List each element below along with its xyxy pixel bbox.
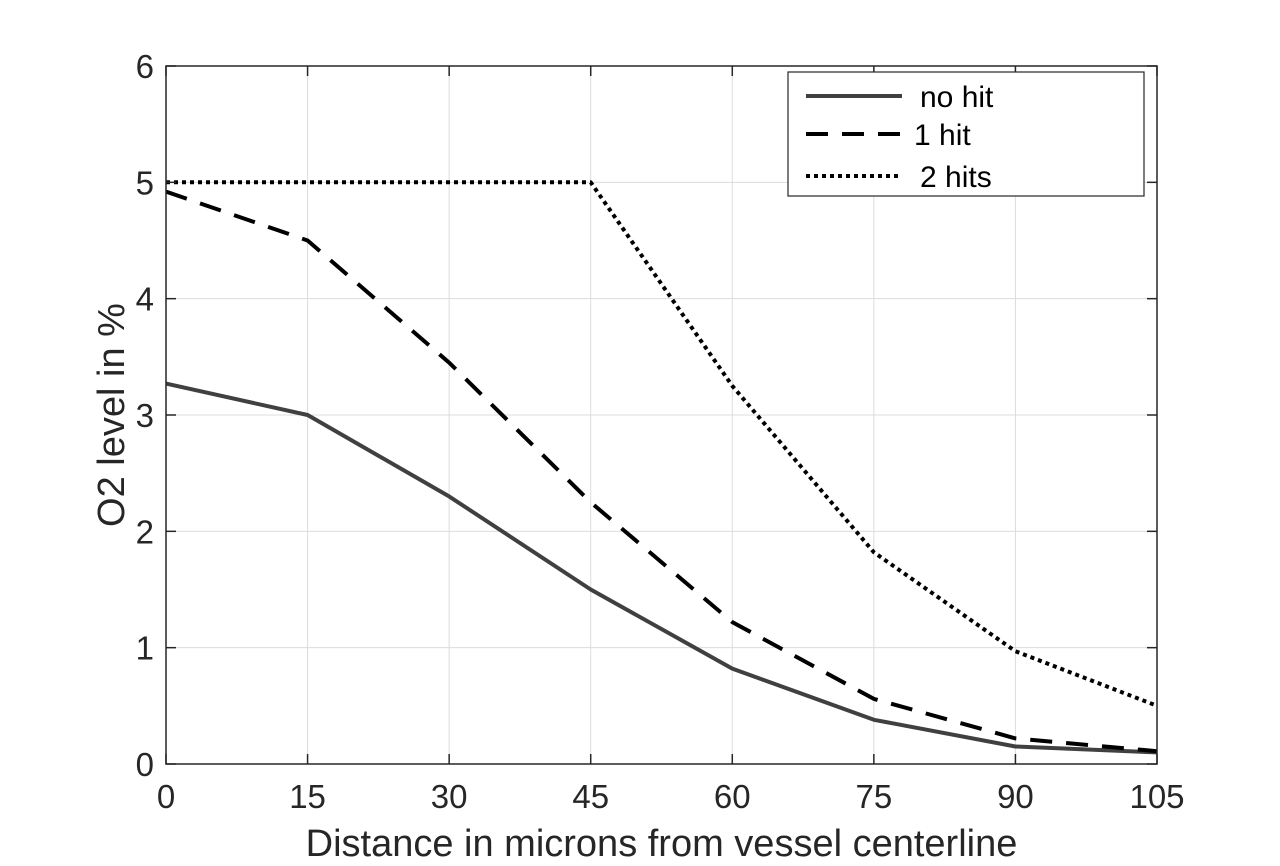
x-tick-label: 60 (714, 778, 751, 815)
series-line-2-hits (166, 180, 1158, 708)
y-tick-labels: 0 1 2 3 4 5 6 (136, 48, 154, 783)
y-tick-label: 6 (136, 48, 154, 85)
y-axis-label: O2 level in % (91, 303, 133, 527)
x-tick-label: 90 (997, 778, 1034, 815)
y-tick-label: 0 (136, 746, 154, 783)
x-axis-label: Distance in microns from vessel centerli… (306, 823, 1018, 865)
x-tick-label: 105 (1129, 778, 1184, 815)
series-line-no-hit (165, 381, 1158, 755)
y-tick-label: 2 (136, 513, 154, 550)
series-lines (165, 180, 1158, 755)
legend-label-no-hit: no hit (920, 81, 994, 114)
y-tick-label: 4 (136, 281, 154, 318)
x-tick-label: 15 (289, 778, 326, 815)
y-tick-label: 1 (136, 630, 154, 667)
x-tick-label: 0 (157, 778, 175, 815)
series-line-1-hit (165, 189, 1158, 754)
x-tick-labels: 0 15 30 45 60 75 90 105 (157, 778, 1185, 815)
legend: no hit 1 hit 2 hits (787, 71, 1145, 197)
legend-label-1-hit: 1 hit (914, 119, 971, 152)
y-tick-label: 3 (136, 397, 154, 434)
legend-label-2-hits: 2 hits (920, 161, 992, 194)
x-tick-label: 45 (572, 778, 609, 815)
y-tick-label: 5 (136, 164, 154, 201)
x-tick-label: 75 (855, 778, 892, 815)
x-tick-label: 30 (431, 778, 468, 815)
